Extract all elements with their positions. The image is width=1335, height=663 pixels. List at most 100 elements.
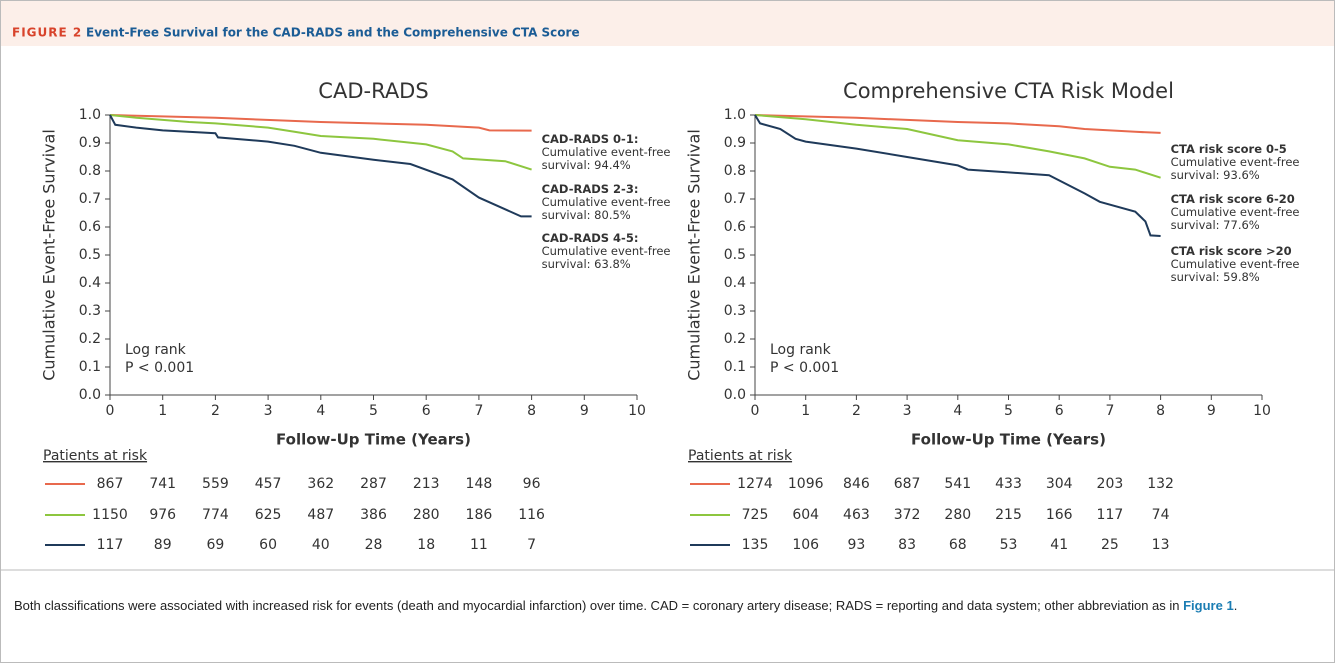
x-tick-label: 3: [264, 403, 273, 419]
series-description: Cumulative event-free survival: 93.6%: [1170, 155, 1300, 182]
y-tick-label: 1.0: [724, 107, 746, 123]
series-description: Cumulative event-free survival: 80.5%: [541, 195, 671, 222]
at-risk-count: 13: [1152, 537, 1170, 553]
at-risk-count: 117: [1097, 507, 1124, 523]
at-risk-count: 1150: [92, 507, 128, 523]
at-risk-count: 976: [149, 507, 176, 523]
x-tick-label: 5: [369, 403, 378, 419]
at-risk-count: 725: [742, 507, 769, 523]
caption: Both classifications were associated wit…: [14, 592, 1314, 620]
x-tick-label: 6: [422, 403, 431, 419]
series-annotation: CAD-RADS 2-3: Cumulative event-free survi…: [542, 183, 692, 222]
x-tick-label: 1: [801, 403, 810, 419]
at-risk-count: 741: [149, 476, 176, 492]
at-risk-count: 287: [360, 476, 387, 492]
y-axis-label: Cumulative Event-Free Survival: [40, 129, 59, 381]
at-risk-count: 40: [312, 537, 330, 553]
at-risk-count: 541: [944, 476, 971, 492]
at-risk-count: 28: [365, 537, 383, 553]
at-risk-title: Patients at risk: [688, 448, 793, 464]
x-axis-label: Follow-Up Time (Years): [911, 431, 1106, 449]
chart-title: CAD-RADS: [318, 79, 428, 103]
annotation: Log rank: [125, 342, 187, 358]
y-tick-label: 1.0: [79, 107, 101, 123]
caption-text: Both classifications were associated wit…: [14, 598, 1184, 613]
caption-link[interactable]: Figure 1: [1183, 598, 1234, 613]
at-risk-count: 69: [206, 537, 224, 553]
series-name: CTA risk score >20: [1170, 244, 1292, 258]
at-risk-count: 166: [1046, 507, 1073, 523]
series-name: CTA risk score 0-5: [1170, 142, 1287, 156]
at-risk-count: 215: [995, 507, 1022, 523]
at-risk-count: 386: [360, 507, 387, 523]
at-risk-count: 96: [523, 476, 541, 492]
series-name: CAD-RADS 2-3:: [541, 182, 639, 196]
survival-curve: [109, 114, 532, 218]
y-tick-label: 0.8: [79, 163, 101, 179]
x-tick-label: 4: [953, 403, 962, 419]
x-tick-label: 2: [852, 403, 861, 419]
caption-end: .: [1233, 598, 1238, 613]
y-tick-label: 0.4: [724, 275, 746, 291]
at-risk-count: 372: [894, 507, 921, 523]
series-name: CTA risk score 6-20: [1170, 192, 1295, 206]
survival-curve: [109, 114, 532, 132]
x-tick-label: 7: [1105, 403, 1114, 419]
at-risk-count: 203: [1097, 476, 1124, 492]
at-risk-count: 60: [259, 537, 277, 553]
y-tick-label: 0.9: [79, 135, 101, 151]
at-risk-count: 18: [417, 537, 435, 553]
at-risk-count: 7: [527, 537, 536, 553]
y-tick-label: 0.2: [79, 331, 101, 347]
series-description: Cumulative event-free survival: 63.8%: [541, 244, 671, 271]
at-risk-count: 687: [894, 476, 921, 492]
x-tick-label: 9: [580, 403, 589, 419]
header-band: [1, 1, 1334, 46]
at-risk-count: 117: [97, 537, 124, 553]
series-annotation: CTA risk score >20 Cumulative event-free …: [1171, 245, 1321, 284]
at-risk-count: 25: [1101, 537, 1119, 553]
annotation: P < 0.001: [125, 360, 194, 376]
at-risk-count: 362: [307, 476, 334, 492]
at-risk-count: 53: [1000, 537, 1018, 553]
at-risk-count: 148: [466, 476, 493, 492]
at-risk-count: 1096: [788, 476, 824, 492]
y-tick-label: 0.2: [724, 331, 746, 347]
x-tick-label: 6: [1055, 403, 1064, 419]
y-tick-label: 0.0: [79, 387, 101, 403]
y-tick-label: 0.0: [724, 387, 746, 403]
y-tick-label: 0.4: [79, 275, 101, 291]
at-risk-count: 106: [792, 537, 819, 553]
series-annotation: CAD-RADS 4-5: Cumulative event-free survi…: [542, 232, 692, 271]
at-risk-count: 1274: [737, 476, 773, 492]
at-risk-count: 280: [944, 507, 971, 523]
at-risk-title: Patients at risk: [43, 448, 148, 464]
at-risk-count: 463: [843, 507, 870, 523]
y-tick-label: 0.6: [724, 219, 746, 235]
x-tick-label: 5: [1004, 403, 1013, 419]
survival-curve: [754, 114, 1161, 134]
at-risk-count: 280: [413, 507, 440, 523]
at-risk-count: 135: [742, 537, 769, 553]
series-description: Cumulative event-free survival: 94.4%: [541, 145, 671, 172]
y-tick-label: 0.7: [724, 191, 746, 207]
x-tick-label: 10: [628, 403, 646, 419]
at-risk-count: 83: [898, 537, 916, 553]
x-tick-label: 2: [211, 403, 220, 419]
y-tick-label: 0.9: [724, 135, 746, 151]
at-risk-count: 867: [97, 476, 124, 492]
survival-curve: [754, 114, 1161, 237]
survival-curve: [754, 114, 1161, 179]
series-annotation: CAD-RADS 0-1: Cumulative event-free survi…: [542, 133, 692, 172]
y-tick-label: 0.3: [79, 303, 101, 319]
series-annotation: CTA risk score 6-20 Cumulative event-free…: [1171, 193, 1321, 232]
at-risk-count: 213: [413, 476, 440, 492]
annotation: Log rank: [770, 342, 832, 358]
at-risk-count: 487: [307, 507, 334, 523]
x-tick-label: 4: [316, 403, 325, 419]
figure-title: Event-Free Survival for the CAD-RADS and…: [86, 26, 580, 40]
at-risk-count: 89: [154, 537, 172, 553]
